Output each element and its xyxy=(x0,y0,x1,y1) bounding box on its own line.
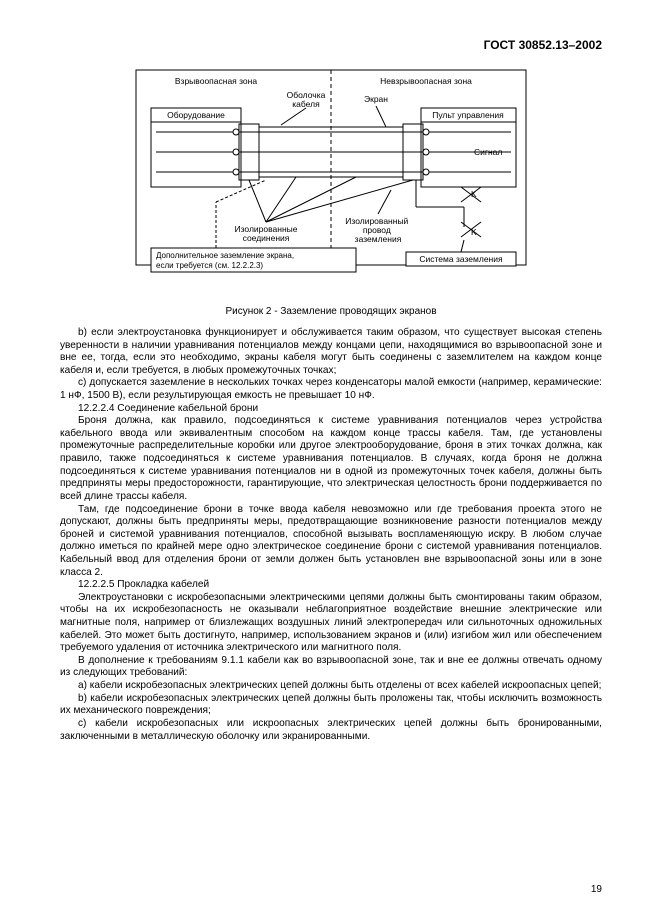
iso-ground-wire-label: Изолированный провод заземления xyxy=(345,216,410,244)
screen-label: Экран xyxy=(364,94,388,104)
header-code: ГОСТ 30852.13–2002 xyxy=(60,38,602,52)
para-c: c) допускается заземление в нескольких т… xyxy=(60,377,602,402)
equipment-label: Оборудование xyxy=(167,110,225,120)
zone-left-label: Взрывоопасная зона xyxy=(175,76,257,86)
ground-system-label: Система заземления xyxy=(419,254,503,264)
para-b: b) если электроустановка функционирует и… xyxy=(60,327,602,377)
sec-12225-b: b) кабели искробезопасных электрических … xyxy=(60,693,602,718)
control-label: Пульт управления xyxy=(432,110,504,120)
sec-12225-a: a) кабели искробезопасных электрических … xyxy=(60,680,602,693)
sec-12225-p2: В дополнение к требованиям 9.1.1 кабели … xyxy=(60,655,602,680)
figure: Взрывоопасная зона Невзрывоопасная зона … xyxy=(60,62,602,302)
sec-12225-p1: Электроустановки с искробезопасными элек… xyxy=(60,592,602,655)
iso-conn-label: Изолированныесоединения xyxy=(235,224,298,243)
page-number: 19 xyxy=(591,884,602,895)
sec-12224-p1: Броня должна, как правило, подсоединятьс… xyxy=(60,415,602,503)
body-text: b) если электроустановка функционирует и… xyxy=(60,327,602,743)
sec-12225-title: 12.2.2.5 Прокладка кабелей xyxy=(60,579,602,592)
zone-right-label: Невзрывоопасная зона xyxy=(380,76,472,86)
grounding-diagram: Взрывоопасная зона Невзрывоопасная зона … xyxy=(116,62,546,302)
cable-sheath-label: Оболочкакабеля xyxy=(287,90,326,109)
sec-12224-title: 12.2.2.4 Соединение кабельной брони xyxy=(60,403,602,416)
sec-12225-c: c) кабели искробезопасных или искроопасн… xyxy=(60,718,602,743)
figure-caption: Рисунок 2 - Заземление проводящих экрано… xyxy=(60,306,602,317)
sec-12224-p2: Там, где подсоединение брони в точке вво… xyxy=(60,504,602,580)
